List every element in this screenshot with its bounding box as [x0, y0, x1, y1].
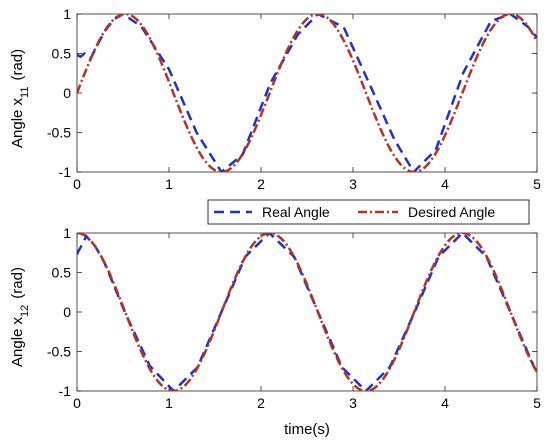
legend-desired-label: Desired Angle [408, 204, 495, 220]
legend-box [207, 199, 530, 225]
panel-top: 0 1 2 3 4 5 1 0.5 0 -0.5 -1 [47, 6, 541, 192]
top-xtick-label: 2 [257, 176, 265, 192]
bottom-ytick-label: -0.5 [47, 344, 71, 360]
top-ylabel: Angle x11(rad) [9, 49, 31, 148]
top-ytick-label: 0 [63, 85, 71, 101]
top-series-real-angle [77, 14, 537, 172]
top-ytick-label: -1 [59, 164, 72, 180]
top-ytick-label: -0.5 [47, 125, 71, 141]
legend-real-label: Real Angle [262, 204, 330, 220]
bottom-ytick-label: -1 [59, 383, 72, 399]
top-axes-frame [76, 13, 538, 173]
bottom-xtick-label: 3 [349, 395, 357, 411]
bottom-xtick-label: 2 [257, 395, 265, 411]
bottom-xlabel: time(s) [284, 421, 330, 438]
bottom-series-desired-angle [77, 233, 537, 391]
top-series-desired-angle [77, 14, 537, 172]
bottom-ytick-label: 0.5 [52, 265, 72, 281]
top-xtick-label: 5 [533, 176, 541, 192]
top-xtick-label: 1 [165, 176, 173, 192]
bottom-xtick-label: 0 [73, 395, 81, 411]
bottom-xtick-label: 1 [165, 395, 173, 411]
top-ytick-label: 1 [63, 6, 71, 22]
bottom-xtick-label: 4 [441, 395, 449, 411]
bottom-ylabel: Angle x12(rad) [9, 267, 31, 367]
bottom-series-group [77, 233, 537, 391]
bottom-series-real-angle [77, 233, 537, 391]
top-ytick-label: 0.5 [52, 46, 72, 62]
top-series-group [77, 14, 537, 172]
top-xtick-label: 4 [441, 176, 449, 192]
bottom-ytick-label: 1 [63, 225, 71, 241]
legend: Real Angle Desired Angle [207, 199, 530, 225]
bottom-xtick-label: 5 [533, 395, 541, 411]
top-xtick-label: 0 [73, 176, 81, 192]
bottom-ytick-label: 0 [63, 304, 71, 320]
panel-bottom: 0 1 2 3 4 5 1 0.5 0 -0.5 -1 [47, 225, 541, 411]
bottom-axes-frame [76, 232, 538, 392]
top-xtick-label: 3 [349, 176, 357, 192]
